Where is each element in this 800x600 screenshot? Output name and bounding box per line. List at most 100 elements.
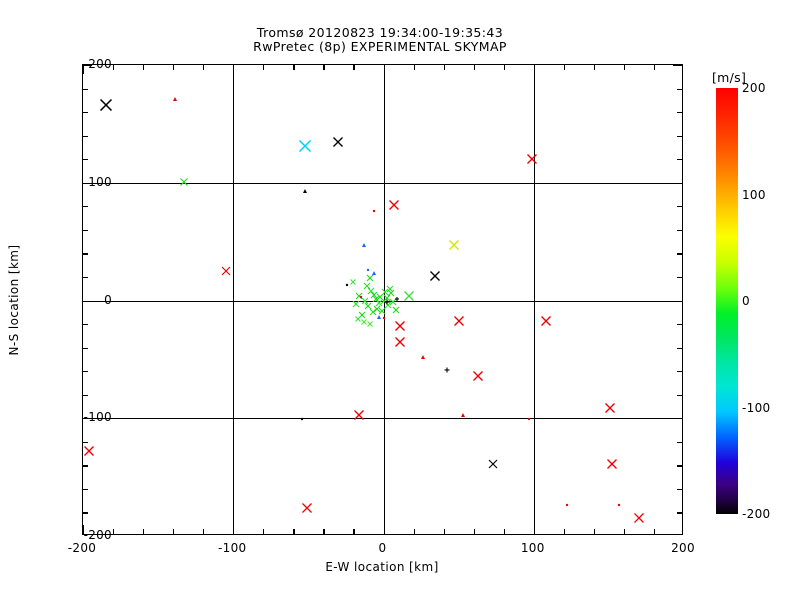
data-point-marker (389, 200, 400, 211)
gridline-vertical (383, 65, 385, 534)
data-point-marker (395, 336, 406, 347)
data-point-marker (453, 315, 464, 326)
data-point-marker (473, 370, 484, 381)
x-axis-tick (263, 65, 265, 70)
data-point-marker (460, 412, 466, 418)
data-point-marker (373, 305, 381, 313)
x-axis-tick (233, 65, 235, 74)
data-point-marker (370, 291, 378, 299)
y-tick-label: -100 (83, 410, 112, 425)
data-point-marker (617, 503, 622, 508)
data-point-marker (361, 242, 367, 248)
x-axis-tick (623, 65, 626, 70)
x-tick-label: -200 (67, 541, 97, 555)
y-axis-tick (83, 394, 88, 396)
colorbar-tick-label: 0 (742, 294, 750, 308)
x-axis-tick (143, 529, 145, 534)
data-point-marker (84, 446, 95, 457)
y-axis-tick (83, 300, 92, 302)
data-point-marker (372, 295, 380, 303)
y-axis-tick (83, 182, 92, 184)
y-axis-tick (677, 276, 682, 279)
y-axis-tick (83, 418, 92, 420)
data-point-marker (564, 503, 569, 508)
y-axis-tick (677, 441, 682, 443)
y-axis-tick (83, 488, 88, 491)
x-axis-tick (323, 529, 325, 534)
y-axis-tick (83, 159, 88, 161)
data-point-marker (392, 306, 400, 314)
x-axis-tick (563, 529, 565, 534)
data-point-marker (488, 459, 498, 469)
colorbar-tick-label: -100 (742, 400, 771, 415)
x-axis-tick (383, 525, 385, 534)
data-point-marker (221, 266, 231, 276)
y-axis-tick (673, 65, 682, 67)
colorbar-tick-label: 100 (742, 187, 766, 202)
x-axis-tick (293, 65, 295, 70)
x-axis-tick (653, 65, 656, 70)
x-axis-tick (323, 65, 325, 70)
gridline-vertical (533, 65, 535, 534)
y-axis-title: N-S location [km] (7, 244, 21, 356)
data-point-marker (99, 98, 112, 112)
data-point-marker (358, 294, 363, 299)
data-point-marker (420, 354, 426, 360)
y-axis-tick (677, 135, 682, 137)
colorbar-unit-label: [m/s] (712, 70, 747, 85)
y-axis-tick (677, 324, 682, 326)
x-axis-tick (653, 529, 656, 534)
x-axis-tick (413, 529, 415, 534)
plot-canvas (83, 65, 682, 534)
data-point-marker (364, 302, 372, 310)
colorbar: 200 100 0 -100 -200 (716, 81, 770, 521)
data-point-marker (605, 402, 616, 413)
y-axis-tick (673, 300, 682, 302)
y-axis-tick (83, 112, 88, 114)
x-axis-tick (233, 525, 235, 534)
y-axis-tick (83, 229, 88, 232)
data-point-marker (369, 308, 377, 316)
gridline-horizontal (83, 182, 682, 184)
x-tick-label: 0 (378, 541, 387, 555)
y-axis-tick (83, 253, 88, 255)
x-axis-tick (473, 529, 475, 534)
data-point-marker (381, 288, 389, 296)
x-axis-tick (533, 65, 535, 74)
x-axis-tick (263, 529, 265, 534)
x-axis-tick (203, 529, 205, 534)
x-axis-tick (383, 65, 385, 74)
x-axis-tick (593, 529, 596, 534)
x-axis-tick (353, 529, 355, 534)
data-point-marker (358, 311, 366, 319)
data-point-marker (387, 289, 395, 297)
data-point-marker (395, 321, 406, 332)
x-axis-tick (563, 65, 565, 70)
x-axis-tick (533, 525, 535, 534)
gridline-horizontal (83, 300, 682, 302)
y-axis-tick (673, 182, 682, 184)
y-axis-tick (83, 465, 88, 467)
y-tick-label: -200 (83, 528, 112, 542)
y-axis-tick (673, 418, 682, 420)
title-line-2: RwPretec (8p) EXPERIMENTAL SKYMAP (253, 39, 507, 54)
colorbar-tick-label: 200 (742, 81, 766, 95)
colorbar-gradient (716, 88, 738, 514)
y-axis-tick (677, 88, 682, 90)
y-axis-tick (83, 65, 92, 67)
y-axis-tick (677, 465, 682, 467)
data-point-marker (302, 188, 308, 194)
data-point-marker (299, 140, 312, 153)
data-point-marker (372, 209, 377, 214)
y-tick-label: 100 (88, 174, 112, 189)
y-axis-tick (83, 276, 88, 279)
x-axis-tick (113, 529, 115, 534)
title-line-1: Tromsø 20120823 19:34:00-19:35:43 (256, 25, 504, 40)
data-point-marker (606, 459, 617, 470)
y-axis-tick (83, 441, 88, 443)
y-axis-tick (83, 324, 88, 326)
y-axis-tick (83, 512, 88, 514)
data-point-marker (386, 285, 394, 293)
x-axis-tick (593, 65, 596, 70)
y-tick-label: 0 (104, 292, 112, 307)
